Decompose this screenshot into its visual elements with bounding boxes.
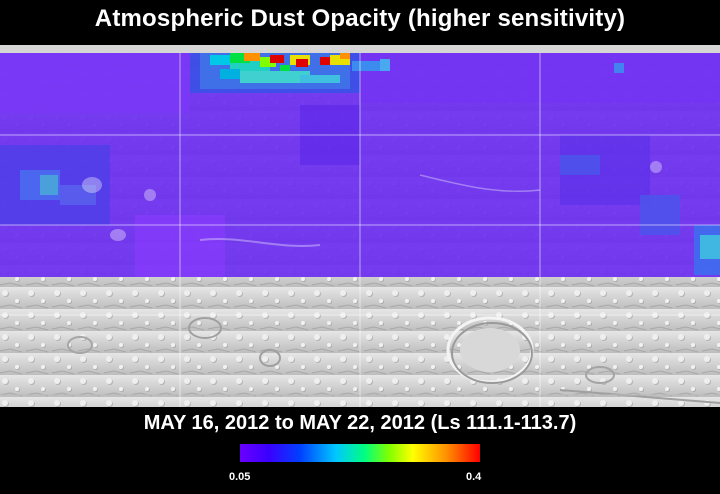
latlon-grid xyxy=(0,45,720,407)
southern-craters xyxy=(0,316,720,404)
colorbar xyxy=(240,444,480,462)
overlay-relief xyxy=(82,161,662,248)
mars-map xyxy=(0,45,720,407)
date-range-label: MAY 16, 2012 to MAY 22, 2012 (Ls 111.1-1… xyxy=(143,412,577,434)
colorbar-gradient xyxy=(240,444,480,462)
colorbar-min-label: 0.05 xyxy=(229,471,251,483)
colorbar-max-label: 0.4 xyxy=(466,471,482,483)
map-title: Atmospheric Dust Opacity (higher sensiti… xyxy=(94,5,626,32)
